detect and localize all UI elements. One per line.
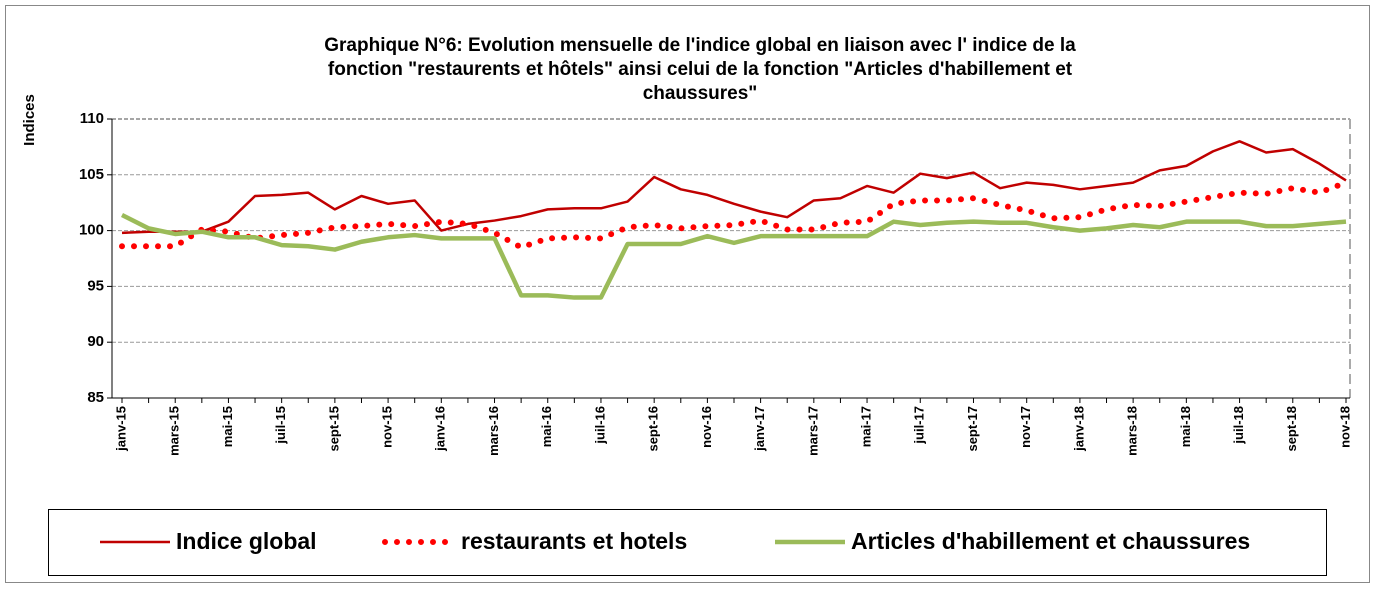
y-axis-label: Indices — [21, 94, 38, 146]
y-tick-label: 90 — [87, 333, 104, 350]
x-tick-label: juil-16 — [592, 406, 607, 445]
x-tick-label: juil-15 — [273, 406, 288, 445]
legend-box — [48, 509, 1327, 576]
x-tick-label: mars-16 — [486, 406, 501, 456]
x-tick-label: mars-18 — [1125, 406, 1140, 456]
chart-title: fonction "restaurents et hôtels" ainsi c… — [328, 59, 1073, 80]
x-tick-label: mai-18 — [1178, 406, 1193, 447]
legend-label: Indice global — [176, 528, 317, 554]
x-tick-label: juil-18 — [1231, 406, 1246, 445]
x-tick-label: mars-17 — [805, 406, 820, 456]
y-tick-label: 85 — [87, 389, 104, 406]
x-tick-label: sept-17 — [965, 406, 980, 452]
x-tick-label: janv-17 — [752, 406, 767, 452]
x-tick-label: juil-17 — [912, 406, 927, 445]
x-tick-label: janv-18 — [1071, 406, 1086, 452]
x-tick-label: nov-17 — [1018, 406, 1033, 448]
x-tick-label: janv-16 — [433, 406, 448, 452]
x-tick-label: mai-16 — [539, 406, 554, 447]
x-tick-label: sept-18 — [1284, 406, 1299, 452]
x-tick-label: sept-15 — [326, 406, 341, 452]
x-tick-label: mai-17 — [858, 406, 873, 447]
x-tick-label: sept-16 — [646, 406, 661, 452]
y-tick-label: 105 — [79, 166, 104, 183]
x-tick-label: nov-16 — [699, 406, 714, 448]
x-tick-label: mars-15 — [167, 406, 182, 456]
legend-label: Articles d'habillement et chaussures — [851, 528, 1250, 554]
x-tick-label: mai-15 — [220, 406, 235, 447]
chart-border — [5, 5, 1370, 583]
y-tick-label: 110 — [80, 110, 104, 127]
y-tick-label: 100 — [79, 222, 104, 239]
x-tick-label: nov-18 — [1337, 406, 1352, 448]
y-tick-label: 95 — [87, 277, 104, 294]
chart-title: chaussures" — [643, 83, 758, 104]
series-line — [120, 212, 1347, 300]
x-tick-label: nov-15 — [380, 406, 395, 448]
legend-label: restaurants et hotels — [461, 528, 687, 554]
chart-title: Graphique N°6: Evolution mensuelle de l'… — [324, 35, 1076, 56]
x-tick-label: janv-15 — [113, 406, 128, 452]
series-line — [121, 140, 1347, 235]
